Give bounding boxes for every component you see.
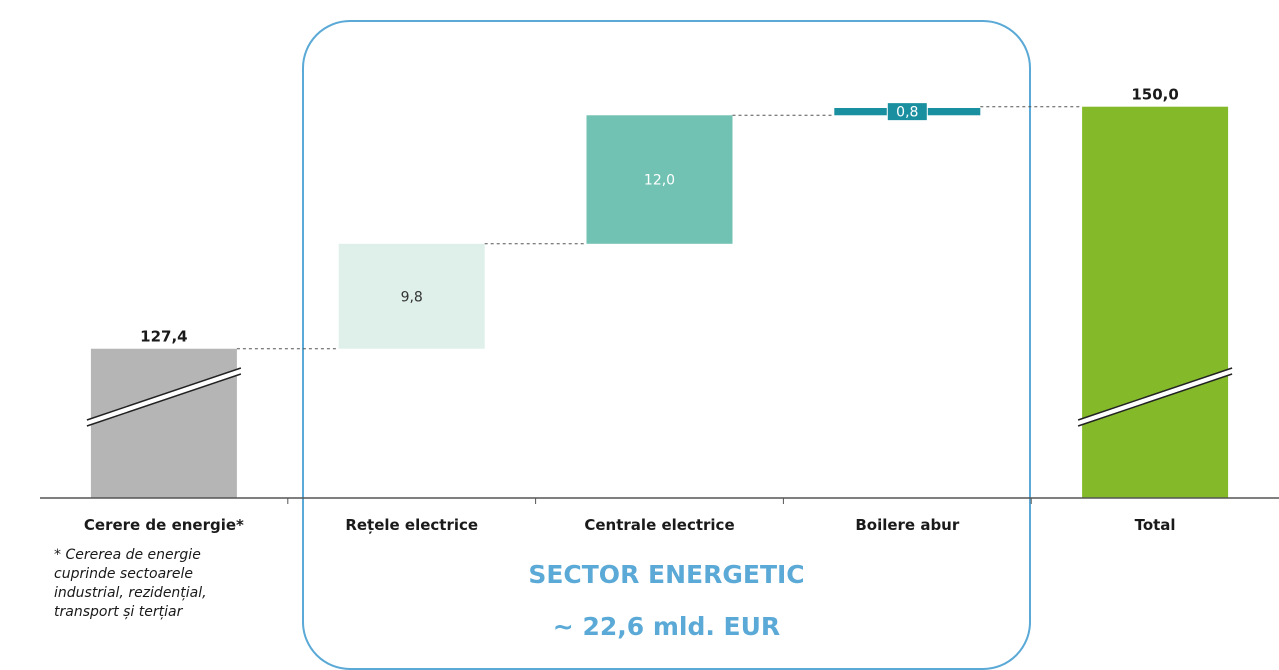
waterfall-chart: 127,4 Cerere de energie* 9,8 Rețele electri… xyxy=(40,86,1279,534)
x-axis-ticks xyxy=(287,498,1032,504)
axis-break-mark xyxy=(1077,367,1234,427)
footnote-line: industrial, rezidențial, xyxy=(54,585,207,601)
sector-amount: ~ 22,6 mld. EUR xyxy=(552,612,781,641)
footnote-line: transport și terțiar xyxy=(54,604,183,620)
value-label: 12,0 xyxy=(644,173,675,189)
bar-4 xyxy=(1082,106,1229,498)
bar-1 xyxy=(338,243,485,349)
bar-2 xyxy=(586,115,733,244)
category-label: Rețele electrice xyxy=(345,516,478,534)
footnote: * Cererea de energie cuprinde sectoarele… xyxy=(54,546,294,622)
value-label-bg xyxy=(886,102,928,122)
category-label: Total xyxy=(1135,516,1176,534)
connectors-layer xyxy=(236,106,1083,350)
category-label: Boilere abur xyxy=(855,516,960,534)
value-label: 9,8 xyxy=(401,289,423,305)
bar-0 xyxy=(90,348,237,498)
value-label: 127,4 xyxy=(140,328,187,346)
footnote-line: cuprinde sectoarele xyxy=(54,566,194,582)
category-label: Centrale electrice xyxy=(584,516,734,534)
bars-layer xyxy=(85,106,1234,498)
value-label: 150,0 xyxy=(1131,86,1178,104)
axis-break-mark xyxy=(85,367,242,427)
labels-layer: 127,4 Cerere de energie* 9,8 Rețele electri… xyxy=(84,86,1179,534)
category-label: Cerere de energie* xyxy=(84,516,244,534)
value-label: 0,8 xyxy=(896,105,918,121)
sector-title: SECTOR ENERGETIC xyxy=(528,560,805,589)
footnote-line: * Cererea de energie xyxy=(54,547,201,563)
